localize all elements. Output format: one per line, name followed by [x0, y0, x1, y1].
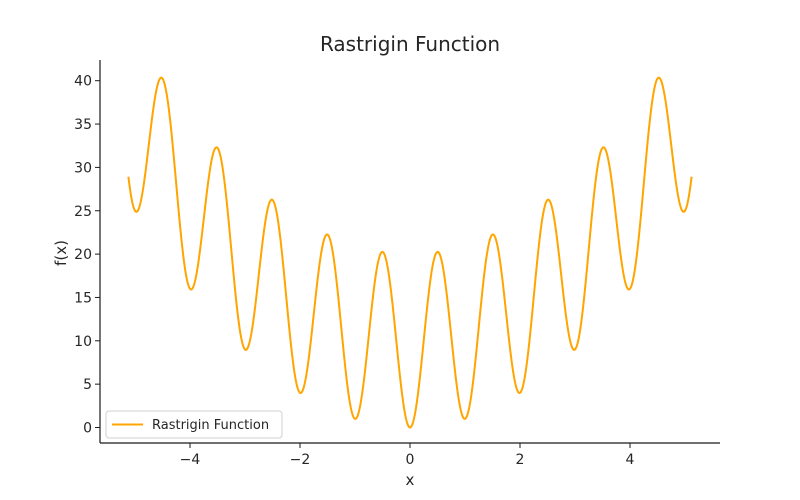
x-tick-label: 0 — [406, 452, 415, 468]
x-axis-ticks: −4 −2 0 2 4 — [180, 443, 635, 468]
x-axis-title: x — [406, 471, 415, 489]
y-tick-label: 30 — [74, 160, 92, 176]
series-line — [127, 76, 693, 429]
y-tick-label: 40 — [74, 74, 92, 90]
x-tick-label: −4 — [180, 452, 201, 468]
y-axis-title: f(x) — [52, 240, 70, 266]
legend: Rastrigin Function — [105, 410, 283, 439]
legend-label: Rastrigin Function — [152, 418, 269, 433]
y-axis-ticks: 0 5 10 15 20 25 30 35 40 — [74, 74, 100, 437]
y-tick-label: 20 — [74, 247, 92, 263]
x-tick-label: 2 — [516, 452, 525, 468]
y-tick-label: 35 — [74, 117, 92, 133]
y-tick-label: 5 — [83, 377, 92, 393]
y-tick-label: 10 — [74, 334, 92, 350]
x-tick-label: −2 — [290, 452, 311, 468]
chart-title: Rastrigin Function — [320, 32, 500, 56]
y-tick-label: 0 — [83, 421, 92, 437]
x-tick-label: 4 — [626, 452, 635, 468]
y-tick-label: 15 — [74, 290, 92, 306]
legend-box — [105, 410, 283, 439]
plot-area: −4 −2 0 2 4 0 5 10 15 20 25 30 35 40 — [74, 60, 720, 468]
y-tick-label: 25 — [74, 204, 92, 220]
